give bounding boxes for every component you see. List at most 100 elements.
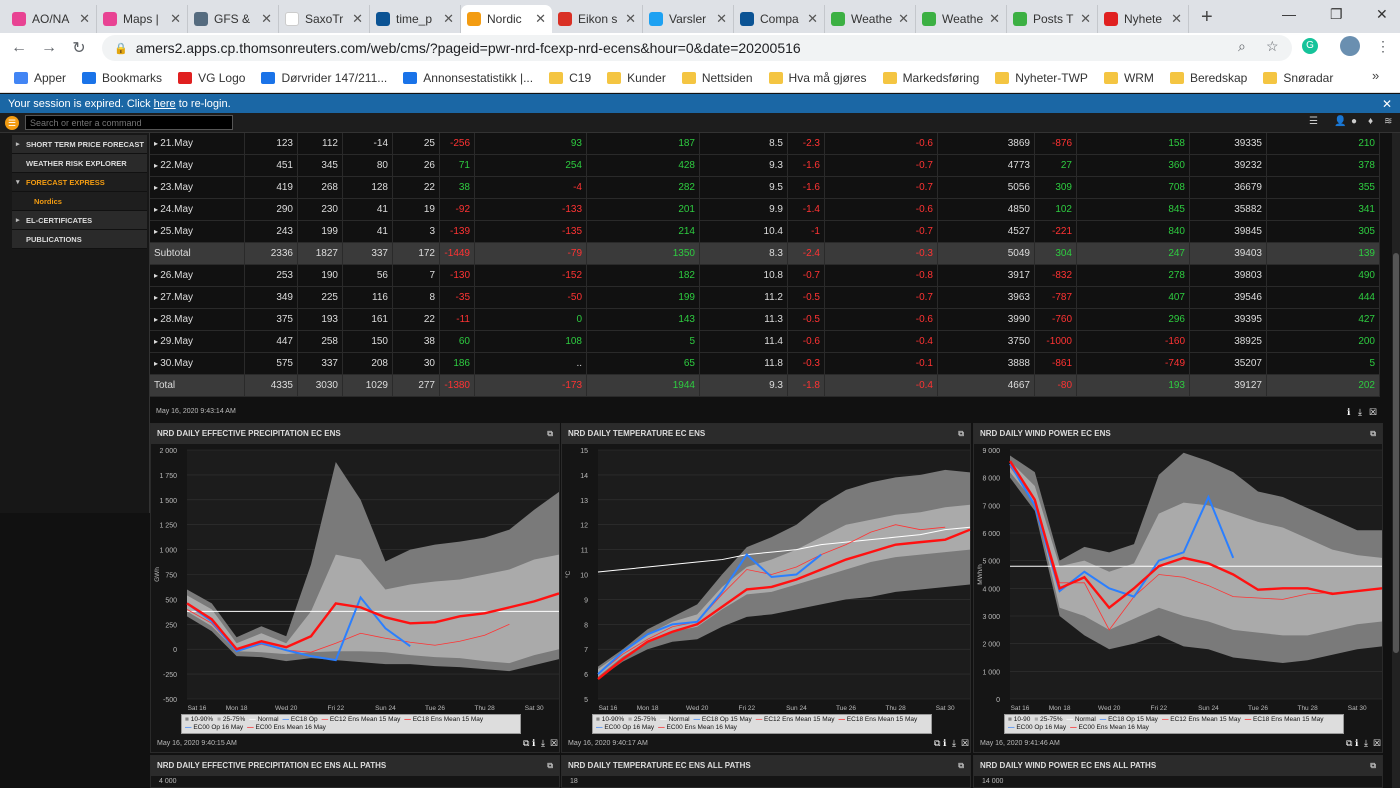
tab-close-icon[interactable]: ✕: [79, 11, 90, 26]
close-window-icon[interactable]: ✕: [1376, 6, 1388, 22]
legend-item[interactable]: — EC18 Op: [283, 716, 318, 723]
bookmark-blue2[interactable]: Annonsestatistikk |...: [403, 71, 533, 85]
excel-icon[interactable]: ☒: [550, 738, 559, 748]
bookmark-apps[interactable]: Apper: [14, 71, 66, 85]
bookmark-folder[interactable]: C19: [549, 71, 591, 85]
tab-close-icon[interactable]: ✕: [716, 11, 727, 26]
legend-item[interactable]: — EC18 Ens Mean 15 May: [838, 716, 917, 723]
tab-close-icon[interactable]: ✕: [535, 11, 546, 26]
table-row[interactable]: ▸ 25.May 243 199 41 3 -139 -135 214 10.4 -1 -0.7 45…: [150, 221, 1380, 243]
popout-icon[interactable]: ⧉: [958, 429, 964, 438]
legend-item[interactable]: — Normal: [1067, 716, 1096, 723]
popout-icon[interactable]: ⧉: [1346, 738, 1353, 748]
legend-item[interactable]: — EC18 Ens Mean 15 May: [1245, 716, 1324, 723]
bookmark-folder[interactable]: Hva må gjøres: [768, 71, 867, 85]
legend-item[interactable]: — EC00 Ens Mean 16 May: [1070, 724, 1149, 731]
legend-item[interactable]: — EC00 Op 16 May: [1008, 724, 1066, 731]
bookmark-folder[interactable]: WRM: [1103, 71, 1154, 85]
legend-item[interactable]: — EC12 Ens Mean 15 May: [756, 716, 835, 723]
legend-item[interactable]: — EC18 Op 15 May: [694, 716, 752, 723]
popout-icon[interactable]: ⧉: [934, 738, 941, 748]
download-icon[interactable]: ⤓: [952, 738, 956, 748]
sidebar-item[interactable]: PUBLICATIONS: [12, 230, 147, 249]
tab-close-icon[interactable]: ✕: [352, 11, 363, 26]
table-row[interactable]: ▸ 27.May 349 225 116 8 -35 -50 199 11.2 -0.5 -0.7 3…: [150, 287, 1380, 309]
browser-tab[interactable]: Varsler ✕: [643, 5, 734, 33]
browser-tab[interactable]: AO/NA ✕: [6, 5, 97, 33]
tab-close-icon[interactable]: ✕: [170, 11, 181, 26]
more-bookmarks-icon[interactable]: »: [1372, 68, 1380, 83]
profile-avatar[interactable]: [1340, 36, 1360, 56]
tab-close-icon[interactable]: ✕: [898, 11, 909, 26]
forward-icon[interactable]: →: [41, 39, 57, 56]
legend-item[interactable]: — EC00 Op 16 May: [185, 724, 243, 731]
popout-icon[interactable]: ⧉: [1370, 761, 1376, 770]
browser-tab[interactable]: Weathe ✕: [916, 5, 1007, 33]
sidebar-item[interactable]: Nordics: [12, 192, 147, 211]
bookmark-folder[interactable]: Snøradar: [1263, 71, 1333, 85]
bookmark-blue[interactable]: Dørvrider 147/211...: [261, 71, 387, 85]
legend-item[interactable]: — EC12 Ens Mean 15 May: [322, 716, 401, 723]
sidebar-item[interactable]: ▾ FORECAST EXPRESS: [12, 173, 147, 192]
expand-row-icon[interactable]: ▸: [154, 227, 161, 236]
address-bar[interactable]: 🔒 amers2.apps.cp.thomsonreuters.com/web/…: [102, 35, 1292, 61]
info-icon[interactable]: ℹ: [532, 738, 536, 748]
browser-tab[interactable]: GFS & ✕: [188, 5, 279, 33]
browser-tab[interactable]: Compa ✕: [734, 5, 825, 33]
expand-row-icon[interactable]: ▸: [154, 315, 161, 324]
minimize-icon[interactable]: —: [1282, 6, 1296, 22]
sidebar-item[interactable]: ▸ EL-CERTIFICATES: [12, 211, 147, 230]
popout-icon[interactable]: ⧉: [547, 429, 553, 438]
browser-tab[interactable]: Maps | ✕: [97, 5, 188, 33]
relogin-link[interactable]: here: [153, 97, 176, 110]
tab-close-icon[interactable]: ✕: [443, 11, 454, 26]
eikon-logo-icon[interactable]: ☰: [5, 115, 19, 130]
bookmark-vg[interactable]: VG Logo: [178, 71, 245, 85]
download-icon[interactable]: ⤓: [541, 738, 545, 748]
expand-row-icon[interactable]: ▸: [154, 205, 161, 214]
page-scrollbar[interactable]: [1392, 133, 1400, 788]
legend-item[interactable]: — EC00 Ens Mean 16 May: [658, 724, 737, 731]
tab-close-icon[interactable]: ✕: [1171, 11, 1182, 26]
legend-item[interactable]: — EC00 Op 16 May: [596, 724, 654, 731]
reload-icon[interactable]: ↻: [72, 40, 86, 57]
table-row[interactable]: ▸ 30.May 575 337 208 30 186.. 65 11.8 -0.3 -0.1 38…: [150, 353, 1380, 375]
expand-row-icon[interactable]: ▸: [154, 359, 161, 368]
popout-icon[interactable]: ⧉: [523, 738, 530, 748]
chat-icon[interactable]: ●: [1351, 116, 1358, 127]
expand-row-icon[interactable]: ▸: [154, 183, 161, 192]
menu-dots-icon[interactable]: ⋮: [1376, 38, 1390, 54]
legend-item[interactable]: ■ 10-90%: [185, 716, 213, 723]
bookmark-folder[interactable]: Beredskap: [1169, 71, 1247, 85]
legend-item[interactable]: — EC18 Op 15 May: [1100, 716, 1158, 723]
download-icon[interactable]: ⤓: [1358, 407, 1362, 417]
expand-row-icon[interactable]: ▸: [154, 161, 161, 170]
new-tab-icon[interactable]: +: [1201, 6, 1213, 28]
sidebar-item[interactable]: ▸ SHORT TERM PRICE FORECAST: [12, 135, 147, 154]
browser-tab[interactable]: SaxoTr ✕: [279, 5, 370, 33]
tab-close-icon[interactable]: ✕: [989, 11, 1000, 26]
bookmark-folder[interactable]: Kunder: [607, 71, 666, 85]
info-icon[interactable]: ℹ: [943, 738, 947, 748]
popout-icon[interactable]: ⧉: [547, 761, 553, 770]
legend-item[interactable]: ■ 25-75%: [217, 716, 245, 723]
table-row[interactable]: ▸ 28.May 375 193 161 22 -11 0 143 11.3 -0.5 -0.6 39…: [150, 309, 1380, 331]
excel-icon[interactable]: ☒: [1373, 738, 1382, 748]
browser-tab[interactable]: time_p ✕: [370, 5, 461, 33]
expand-row-icon[interactable]: ▸: [154, 337, 161, 346]
info-icon[interactable]: ℹ: [1355, 738, 1359, 748]
browser-tab[interactable]: Posts T ✕: [1007, 5, 1098, 33]
grammarly-icon[interactable]: G: [1302, 38, 1318, 54]
close-banner-icon[interactable]: ✕: [1381, 96, 1392, 111]
tab-close-icon[interactable]: ✕: [807, 11, 818, 26]
legend-item[interactable]: — Normal: [660, 716, 689, 723]
table-row[interactable]: ▸ 24.May 290 230 41 19 -92 -133 201 9.9 -1.4 -0.6 4…: [150, 199, 1380, 221]
browser-tab[interactable]: Nordic ✕: [461, 5, 552, 33]
bookmark-folder[interactable]: Markedsføring: [882, 71, 979, 85]
excel-icon[interactable]: ☒: [961, 738, 970, 748]
sidebar-item[interactable]: WEATHER RISK EXPLORER: [12, 154, 147, 173]
table-row[interactable]: ▸ 26.May 253 190 56 7 -130 -152 182 10.8 -0.7 -0.8…: [150, 265, 1380, 287]
bookmark-star-icon[interactable]: ☆: [1266, 38, 1279, 54]
popout-icon[interactable]: ⧉: [958, 761, 964, 770]
browser-tab[interactable]: Weathe ✕: [825, 5, 916, 33]
